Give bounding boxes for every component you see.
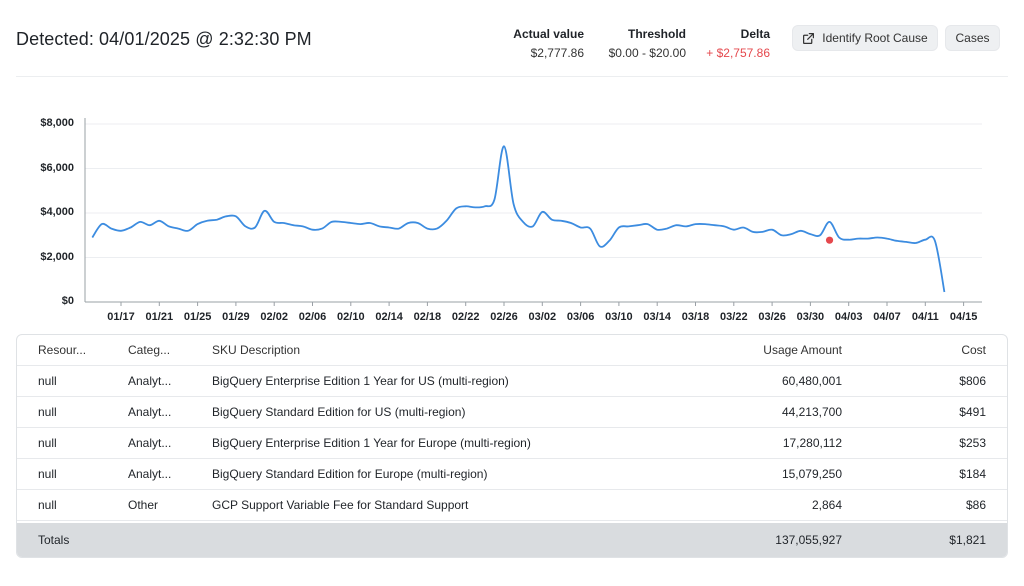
cell-resource: null <box>38 498 57 512</box>
cell-category: Analyt... <box>128 467 172 481</box>
cell-usage-amount: 60,480,001 <box>781 374 842 388</box>
header-divider <box>16 76 1008 77</box>
cell-cost: $806 <box>959 374 986 388</box>
x-tick-label: 03/18 <box>681 311 710 323</box>
cell-usage-amount: 44,213,700 <box>781 405 842 419</box>
column-header-resource[interactable]: Resour... <box>38 343 87 357</box>
x-tick-label: 03/02 <box>528 311 557 323</box>
delta-label: Delta <box>740 27 770 41</box>
table-row[interactable]: null Analyt... BigQuery Standard Edition… <box>17 397 1007 428</box>
cell-cost: $184 <box>959 467 986 481</box>
totals-row: Totals 137,055,927 $1,821 <box>17 523 1007 557</box>
external-link-icon <box>803 32 815 44</box>
threshold-metric: Threshold $0.00 - $20.00 <box>596 27 686 60</box>
cell-sku-description: BigQuery Standard Edition for Europe (mu… <box>212 467 488 481</box>
x-tick-label: 02/26 <box>490 311 518 323</box>
cell-resource: null <box>38 374 57 388</box>
x-tick-label: 03/30 <box>796 311 825 323</box>
cell-sku-description: BigQuery Enterprise Edition 1 Year for U… <box>212 374 509 388</box>
table-row[interactable]: null Analyt... BigQuery Enterprise Editi… <box>17 428 1007 459</box>
threshold-label: Threshold <box>627 27 686 41</box>
x-tick-label: 04/15 <box>949 311 978 323</box>
x-tick-label: 01/21 <box>145 311 174 323</box>
x-tick-label: 03/22 <box>720 311 748 323</box>
cell-resource: null <box>38 405 57 419</box>
page-title: Detected: 04/01/2025 @ 2:32:30 PM <box>16 29 312 49</box>
totals-label: Totals <box>38 533 70 547</box>
column-header-usage-amount[interactable]: Usage Amount <box>763 343 842 357</box>
cell-cost: $253 <box>959 436 986 450</box>
x-tick-label: 03/14 <box>643 311 671 323</box>
anomaly-header: Detected: 04/01/2025 @ 2:32:30 PM Actual… <box>0 0 1024 76</box>
y-tick-label: $0 <box>61 295 74 307</box>
column-header-sku-description[interactable]: SKU Description <box>212 343 301 357</box>
cell-sku-description: BigQuery Standard Edition for US (multi-… <box>212 405 466 419</box>
actual-value-label: Actual value <box>513 27 584 41</box>
table-header-row: Resour... Categ... SKU Description Usage… <box>17 335 1007 366</box>
cell-usage-amount: 15,079,250 <box>781 467 842 481</box>
actual-value: $2,777.86 <box>530 46 584 60</box>
x-tick-label: 01/25 <box>183 311 212 323</box>
cost-line-chart <box>84 118 982 306</box>
x-tick-label: 04/11 <box>911 311 939 323</box>
y-tick-label: $8,000 <box>40 117 74 129</box>
anomaly-point <box>825 236 834 244</box>
x-tick-label: 02/22 <box>451 311 480 323</box>
y-tick-label: $4,000 <box>40 206 74 218</box>
y-tick-label: $6,000 <box>40 161 74 174</box>
totals-cost: $1,821 <box>949 533 986 547</box>
identify-root-cause-button[interactable]: Identify Root Cause <box>792 25 938 51</box>
cell-usage-amount: 2,864 <box>811 498 842 512</box>
cell-category: Analyt... <box>128 405 172 419</box>
x-tick-label: 03/06 <box>566 311 595 323</box>
cell-usage-amount: 17,280,112 <box>782 436 842 450</box>
threshold-value: $0.00 - $20.00 <box>608 46 686 60</box>
cell-cost: $491 <box>959 405 986 419</box>
x-tick-label: 01/29 <box>222 311 250 323</box>
x-tick-label: 04/03 <box>834 311 863 323</box>
x-tick-label: 03/10 <box>605 311 633 323</box>
identify-root-cause-label: Identify Root Cause <box>822 31 928 45</box>
cases-label: Cases <box>955 31 990 45</box>
x-tick-label: 02/10 <box>337 311 365 323</box>
cell-resource: null <box>38 467 57 481</box>
sku-cost-table: Resour... Categ... SKU Description Usage… <box>16 334 1008 558</box>
y-tick-label: $2,000 <box>40 250 74 263</box>
table-row[interactable]: null Other GCP Support Variable Fee for … <box>17 490 1007 521</box>
column-header-category[interactable]: Categ... <box>128 343 171 357</box>
cost-chart <box>0 100 1024 332</box>
column-header-cost[interactable]: Cost <box>961 343 986 357</box>
cost-series-line <box>91 145 946 293</box>
x-tick-label: 02/06 <box>298 311 327 323</box>
x-tick-label: 02/18 <box>413 311 442 323</box>
cell-category: Other <box>128 498 159 512</box>
table-row[interactable]: null Analyt... BigQuery Enterprise Editi… <box>17 366 1007 397</box>
cell-cost: $86 <box>965 498 986 512</box>
table-row[interactable]: null Analyt... BigQuery Standard Edition… <box>17 459 1007 490</box>
delta-value: + $2,757.86 <box>706 46 770 60</box>
totals-usage-amount: 137,055,927 <box>775 533 842 547</box>
x-tick-label: 01/17 <box>107 311 135 323</box>
x-tick-label: 04/07 <box>873 311 901 323</box>
actual-value-metric: Actual value $2,777.86 <box>496 27 584 60</box>
x-tick-label: 02/14 <box>375 311 403 323</box>
cell-sku-description: BigQuery Enterprise Edition 1 Year for E… <box>212 436 531 450</box>
x-tick-label: 03/26 <box>758 311 786 323</box>
cell-sku-description: GCP Support Variable Fee for Standard Su… <box>212 498 469 512</box>
x-tick-label: 02/02 <box>260 311 288 323</box>
cell-category: Analyt... <box>128 374 172 388</box>
delta-metric: Delta + $2,757.86 <box>696 27 770 60</box>
cases-button[interactable]: Cases <box>945 25 1000 51</box>
cell-category: Analyt... <box>128 436 172 450</box>
cell-resource: null <box>38 436 57 450</box>
